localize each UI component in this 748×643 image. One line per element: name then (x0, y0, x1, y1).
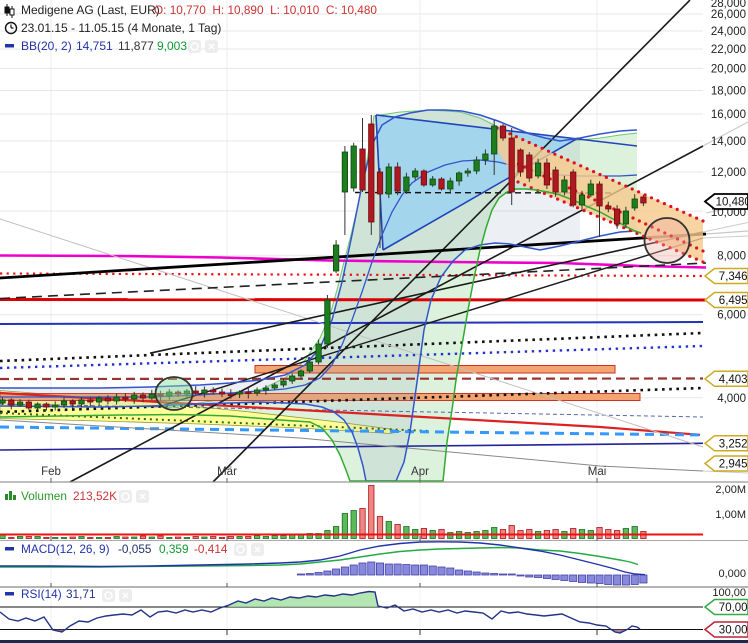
svg-text:14,751: 14,751 (76, 39, 113, 53)
svg-text:9,003: 9,003 (157, 39, 187, 53)
svg-text:11,877: 11,877 (118, 39, 154, 53)
svg-text:MACD(12, 26, 9): MACD(12, 26, 9) (21, 542, 110, 556)
svg-text:Volumen: Volumen (21, 489, 67, 503)
svg-text:26,000: 26,000 (711, 9, 746, 21)
svg-text:-0,414: -0,414 (194, 542, 228, 556)
svg-text:Feb: Feb (41, 466, 61, 478)
svg-text:Mai: Mai (588, 466, 607, 478)
svg-text:213,52K: 213,52K (73, 489, 117, 503)
svg-text:31,71: 31,71 (66, 587, 96, 601)
svg-text:14,000: 14,000 (711, 136, 746, 148)
svg-text:8,000: 8,000 (717, 251, 746, 263)
svg-text:Medigene AG (Last, EUR): Medigene AG (Last, EUR) (21, 3, 160, 17)
svg-text:18,000: 18,000 (711, 86, 746, 98)
svg-text:1,00M: 1,00M (715, 509, 746, 521)
svg-text:7,346: 7,346 (719, 271, 748, 283)
svg-text:10,000: 10,000 (711, 207, 746, 219)
svg-text:BB(20, 2): BB(20, 2) (21, 39, 72, 53)
svg-text:4,403: 4,403 (719, 374, 748, 386)
svg-text:28,000: 28,000 (711, 0, 746, 10)
svg-text:2,00M: 2,00M (715, 484, 746, 496)
svg-text:12,000: 12,000 (711, 167, 746, 179)
svg-text:RSI(14): RSI(14) (21, 587, 62, 601)
svg-text:16,000: 16,000 (711, 109, 746, 121)
svg-text:-0,055: -0,055 (118, 542, 152, 556)
svg-text:100,00: 100,00 (712, 587, 746, 599)
svg-text:10,480: 10,480 (716, 197, 748, 209)
svg-text:Mär: Mär (217, 466, 237, 478)
svg-text:3,252: 3,252 (719, 438, 748, 450)
svg-text:4,000: 4,000 (717, 393, 746, 405)
svg-text:0,359: 0,359 (159, 542, 189, 556)
svg-text:O: 10,770 H: 10,890 L: 10,01: O: 10,770 H: 10,890 L: 10,010 C: 10,480 (154, 3, 377, 17)
svg-text:2,945: 2,945 (719, 459, 748, 471)
svg-text:23.01.15 - 11.05.15 (4 Monate,: 23.01.15 - 11.05.15 (4 Monate, 1 Tag) (21, 21, 221, 35)
svg-text:24,000: 24,000 (711, 26, 746, 38)
svg-text:20,000: 20,000 (711, 64, 746, 76)
svg-text:0,000: 0,000 (718, 568, 746, 580)
svg-text:70,00: 70,00 (719, 602, 748, 614)
svg-text:6,495: 6,495 (719, 295, 748, 307)
svg-text:30,00: 30,00 (719, 625, 748, 637)
svg-text:22,000: 22,000 (711, 44, 746, 56)
svg-text:Apr: Apr (411, 466, 429, 478)
svg-text:6,000: 6,000 (717, 310, 746, 322)
